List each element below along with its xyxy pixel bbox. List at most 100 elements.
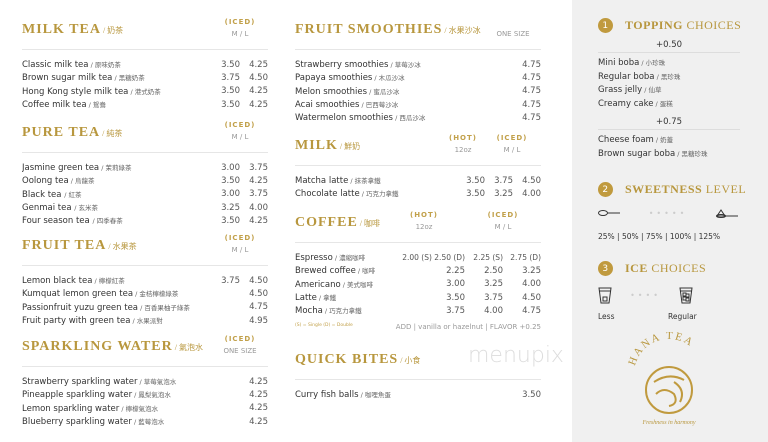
watermark: menupix (468, 343, 564, 368)
item-name: Genmai tea / 玄米茶 (22, 202, 212, 213)
step-number-3: 3 (598, 261, 613, 276)
menu-item: Matcha latte / 抹茶拿鐵 3.50 3.75 4.50 (295, 174, 541, 187)
section-milk: MILK / 鮮奶 (HOT) 12oz (ICED) M / L Matcha latt… (295, 134, 541, 201)
section-title: MILK TEA / 奶茶 (22, 22, 123, 38)
item-name: Hong Kong style milk tea / 港式奶茶 (22, 86, 212, 97)
section-milk-tea: MILK TEA / 奶茶 (ICED) M / L Classic milk tea… (22, 18, 268, 111)
price-header-type: (ICED) (224, 121, 256, 129)
menu-item: Strawberry smoothies / 草莓沙冰 4.75 (295, 58, 541, 71)
item-price: 3.50 (446, 292, 465, 303)
item-name: Lemon sparkling water / 檸檬氣泡水 (22, 403, 240, 414)
item-name-en: Matcha latte (295, 176, 349, 187)
item-name: Watermelon smoothies / 西瓜沙冰 (295, 112, 513, 123)
menu-item: Passionfruit yuzu green tea / 百香果柚子綠茶 4.7… (22, 301, 268, 314)
item-price: 4.75 (522, 112, 541, 123)
price-header: (HOT) 12oz (ICED) M / L (383, 211, 541, 233)
dots-separator: ••••• (648, 208, 688, 218)
svg-text:HANA TEA: HANA TEA (626, 332, 696, 367)
item-price: 4.75 (522, 305, 541, 316)
item-name-en: Papaya smoothies (295, 73, 373, 84)
item-name-zh: / 木瓜沙冰 (372, 74, 405, 83)
item-price: 3.75 (221, 275, 240, 286)
ice-less-label: Less (598, 312, 615, 321)
item-name-zh: / 草莓沙冰 (388, 61, 421, 70)
section-title: COFFEE / 咖啡 (295, 215, 380, 231)
item-price: 4.75 (522, 59, 541, 70)
item-name-en: Blueberry sparkling water (22, 417, 132, 428)
item-name: Strawberry smoothies / 草莓沙冰 (295, 59, 513, 70)
item-name: Mocha / 巧克力拿鐵 (295, 305, 383, 316)
step-number-1: 1 (598, 18, 613, 33)
section-header: FRUIT TEA / 水果茶 (ICED) M / L (22, 234, 268, 266)
topping-tier-price: +0.50 (598, 40, 740, 53)
topping-title-b: CHOICES (686, 18, 742, 32)
item-name-en: Black tea (22, 189, 65, 200)
section-title-en: COFFEE (295, 215, 358, 230)
section-coffee: COFFEE / 咖啡 (HOT) 12oz (ICED) M / L Espresso … (295, 211, 541, 331)
item-name-zh: / 咖哩魚蛋 (358, 391, 391, 400)
topping-name: Regular boba (598, 71, 655, 82)
item-price: 3.75 (221, 72, 240, 83)
coffee-note: (S) = Single (D) = Double ADD | vanilla o… (295, 323, 541, 331)
item-name-zh: / 巧克力拿鐵 (359, 190, 399, 199)
menu-item: Genmai tea / 玄米茶 3.25 4.00 (22, 201, 268, 214)
item-price: 4.00 (249, 202, 268, 213)
topping-name-zh: / 黑珍珠 (654, 72, 681, 81)
item-price: 4.00 (522, 188, 541, 199)
item-name-zh: / 抹茶拿鐵 (348, 177, 381, 186)
menu-item: Espresso / 濃縮咖啡 2.00 (S) 2.50 (D) 2.25 (S)… (295, 251, 541, 264)
item-name-en: Latte (295, 293, 317, 304)
item-name-en: Brewed coffee (295, 266, 356, 277)
price-header-group: (HOT) 12oz (443, 134, 483, 156)
menu-item: Brewed coffee / 咖啡 2.25 2.50 3.25 (295, 264, 541, 277)
item-price: 4.25 (249, 389, 268, 400)
menu-item: Mocha / 巧克力拿鐵 3.75 4.00 4.75 (295, 304, 541, 317)
section-title: PURE TEA / 純茶 (22, 125, 122, 141)
item-name: Black tea / 紅茶 (22, 189, 212, 200)
price-header-sizes: 12oz (454, 146, 472, 154)
topping-item: Regular boba / 黑珍珠 (598, 71, 740, 85)
item-name-zh: / 巧克力拿鐵 (322, 307, 362, 316)
price-header-sizes: M / L (494, 223, 512, 231)
menu-item: Black tea / 紅茶 3.00 3.75 (22, 188, 268, 201)
item-name: Oolong tea / 烏龍茶 (22, 175, 212, 186)
item-name-zh: / 美式咖啡 (340, 280, 373, 289)
section-title-zh: / 小食 (398, 356, 421, 365)
item-price: 3.25 (484, 279, 503, 290)
item-price: 2.75 (D) (510, 253, 541, 263)
item-name: Jasmine green tea / 茉莉綠茶 (22, 162, 212, 173)
topping-heading: 1 TOPPING CHOICES (598, 18, 741, 33)
item-price: 3.25 (221, 202, 240, 213)
item-name: Brewed coffee / 咖啡 (295, 265, 383, 276)
item-price: 3.75 (494, 175, 513, 186)
section-fruit-tea: FRUIT TEA / 水果茶 (ICED) M / L Lemon black te… (22, 234, 268, 327)
item-name: Espresso / 濃縮咖啡 (295, 252, 383, 263)
item-price: 4.25 (249, 99, 268, 110)
topping-item: Creamy cake / 蛋糕 (598, 98, 740, 112)
menu-item: Pineapple sparkling water / 鳳梨氣泡水 4.25 (22, 388, 268, 401)
menu-item: Acai smoothies / 巴西莓沙冰 4.75 (295, 98, 541, 111)
menu-item: Strawberry sparkling water / 草莓氣泡水 4.25 (22, 375, 268, 388)
item-name-zh: / 鳳梨氣泡水 (132, 391, 171, 400)
item-name: Curry fish balls / 咖哩魚蛋 (295, 389, 513, 400)
options-panel: 1 TOPPING CHOICES +0.50 Mini boba / 小珍珠 Re… (572, 0, 768, 442)
price-header-sizes: M / L (231, 133, 249, 141)
topping-name-zh: / 黑糖珍珠 (675, 149, 708, 158)
item-name-zh: / 水果派對 (130, 317, 163, 326)
section-title-zh: / 氣泡水 (172, 343, 203, 352)
item-price: 3.00 (221, 189, 240, 200)
price-header-group: (ICED) M / L (483, 134, 541, 156)
item-price: 3.75 (249, 189, 268, 200)
section-title-zh: / 水果沙冰 (442, 26, 481, 35)
topping-tier-price: +0.75 (598, 117, 740, 130)
item-name-zh: / 四季春茶 (92, 217, 123, 226)
item-price: 2.25 (S) (473, 253, 503, 263)
topping-item: Mini boba / 小珍珠 (598, 57, 740, 71)
item-price: 4.25 (249, 215, 268, 226)
item-name: Brown sugar milk tea / 黑糖奶茶 (22, 72, 212, 83)
item-name-en: Coffee milk tea (22, 100, 87, 111)
item-name-en: Pineapple sparkling water (22, 390, 133, 401)
item-price: 2.00 (S) 2.50 (D) (402, 253, 465, 263)
item-name-en: Genmai tea (22, 203, 75, 214)
item-name-en: Melon smoothies (295, 86, 368, 97)
